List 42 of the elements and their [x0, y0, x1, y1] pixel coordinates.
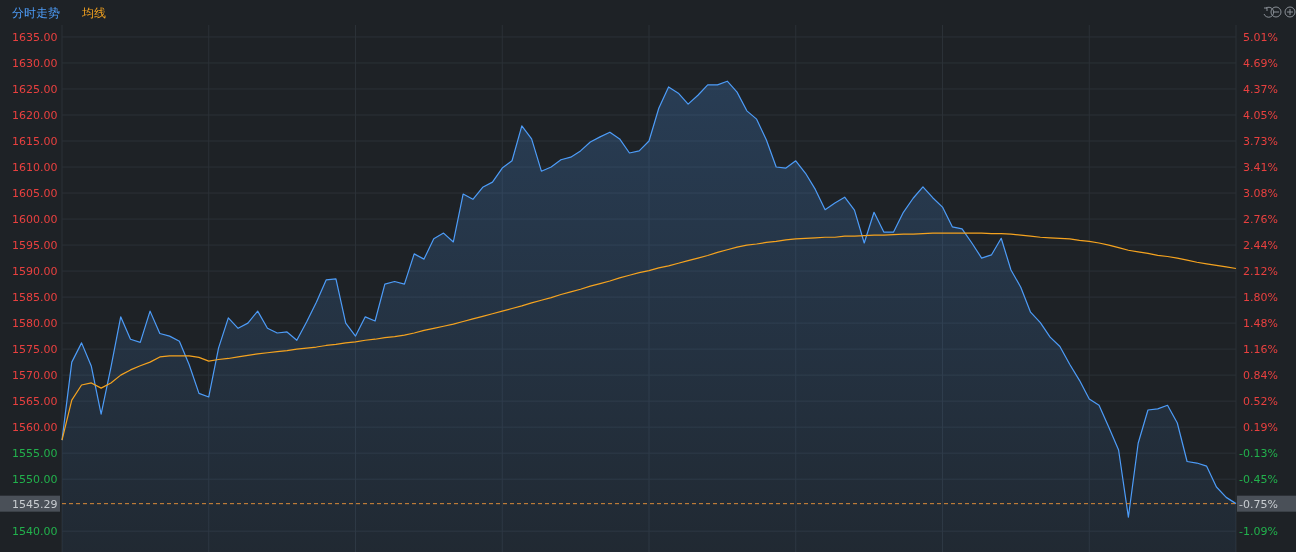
- y-tick-label: 1635.00: [12, 30, 58, 44]
- y-tick-label: 1550.00: [12, 473, 58, 487]
- y2-tick-label: 1.16%: [1243, 342, 1278, 356]
- y-tick-label: 1630.00: [12, 56, 58, 70]
- y2-tick-label: 4.05%: [1243, 108, 1278, 122]
- y-tick-label: 1585.00: [12, 291, 58, 305]
- y2-tick-label: 0.19%: [1243, 421, 1278, 435]
- y-tick-label: 1615.00: [12, 135, 58, 149]
- y-tick-label: 1590.00: [12, 265, 58, 279]
- y-tick-label: 1555.00: [12, 447, 58, 461]
- ref-line-label: 1545.29: [12, 497, 58, 511]
- text: 均线: [81, 6, 106, 20]
- y2-tick-label: 3.08%: [1243, 187, 1278, 201]
- y2-tick-label: 3.41%: [1243, 160, 1278, 174]
- y2-tick-label: 1.48%: [1243, 316, 1278, 330]
- y2-tick-label: 4.37%: [1243, 82, 1278, 96]
- y2-tick-label: 0.52%: [1243, 394, 1278, 408]
- y-tick-label: 1610.00: [12, 161, 58, 175]
- y2-tick-label: 2.44%: [1243, 239, 1278, 253]
- y2-tick-label: 1.80%: [1243, 291, 1278, 304]
- y-tick-label: 1570.00: [12, 369, 58, 383]
- y2-tick-label: 2.12%: [1243, 265, 1278, 279]
- y-tick-label: 1625.00: [12, 82, 58, 96]
- y-tick-label: 1620.00: [12, 109, 58, 122]
- y2-tick-label: 5.01%: [1243, 31, 1278, 45]
- y2-tick-label: -0.45%: [1239, 473, 1278, 487]
- y2-tick-label: 0.84%: [1243, 368, 1278, 382]
- y-tick-label: 1565.00: [12, 395, 58, 409]
- y-tick-label: 1600.00: [12, 213, 58, 227]
- y2-tick-label: 2.76%: [1243, 213, 1278, 227]
- y-tick-label: 1560.00: [12, 421, 58, 435]
- line-series: [61, 232, 1237, 441]
- y-tick-label: 1580.00: [12, 317, 58, 331]
- y-tick-label: 1605.00: [12, 187, 58, 201]
- y2-tick-label: 4.69%: [1243, 57, 1278, 71]
- y2-tick-label: -1.09%: [1239, 524, 1278, 538]
- y2-tick-label: -0.13%: [1239, 447, 1278, 461]
- y-tick-label: 1575.00: [12, 343, 58, 357]
- text: 分时走势: [12, 6, 60, 20]
- y-tick-label: 1595.00: [12, 239, 58, 253]
- y-tick-label: 1540.00: [12, 525, 58, 539]
- y2-tick-label: 3.73%: [1243, 134, 1278, 148]
